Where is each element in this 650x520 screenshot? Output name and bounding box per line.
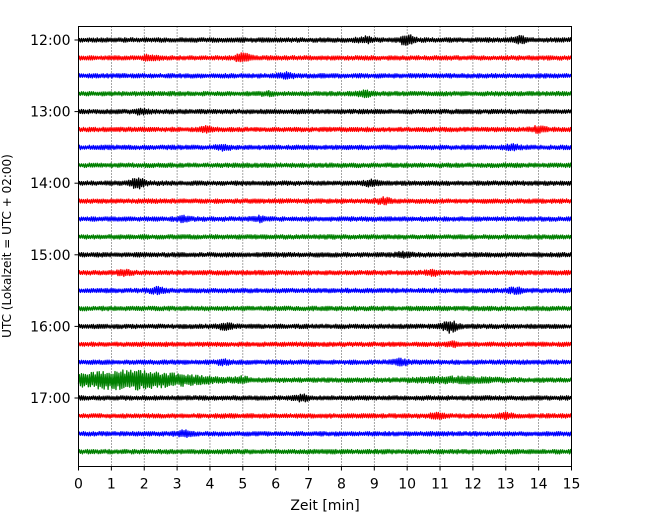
- trace-1700: [77, 393, 573, 403]
- y-tick-label: 13:00: [30, 105, 70, 121]
- trace-1330: [77, 143, 573, 152]
- trace-1300: [77, 107, 573, 116]
- trace-1530: [77, 285, 573, 296]
- trace-1345: [77, 162, 573, 169]
- x-tick-label: 10: [398, 477, 416, 493]
- x-tick-label: 6: [271, 477, 280, 493]
- x-tick-label: 12: [464, 477, 482, 493]
- trace-1400: [77, 177, 573, 190]
- y-tick-label: 16:00: [30, 319, 70, 335]
- x-tick-label: 15: [563, 477, 581, 493]
- x-tick-label: 13: [497, 477, 515, 493]
- trace-1600: [77, 320, 573, 334]
- trace-1200: [77, 34, 573, 46]
- x-tick-label: 9: [370, 477, 379, 493]
- x-tick-label: 11: [431, 477, 449, 493]
- x-tick-label: 1: [107, 477, 116, 493]
- trace-layer: [77, 34, 573, 455]
- x-tick-label: 3: [173, 477, 182, 493]
- y-axis-label: UTC (Lokalzeit = UTC + 02:00): [0, 154, 14, 338]
- trace-1230: [77, 71, 573, 80]
- x-tick-label: 5: [238, 477, 247, 493]
- trace-1315: [77, 124, 573, 135]
- trace-1745: [77, 448, 573, 455]
- trace-1445: [77, 234, 573, 240]
- x-axis-label: Zeit [min]: [290, 498, 359, 514]
- trace-1545: [77, 305, 573, 312]
- x-tick-label: 0: [74, 477, 83, 493]
- y-axis-ticks: 12:00 13:00 14:00 15:00 16:00 17:00: [30, 33, 79, 407]
- x-tick-label: 4: [206, 477, 215, 493]
- y-tick-label: 17:00: [30, 391, 70, 407]
- plot-frame: [78, 26, 572, 467]
- x-tick-label: 14: [530, 477, 548, 493]
- trace-1630: [77, 357, 573, 367]
- trace-1515: [77, 268, 573, 278]
- trace-1615: [77, 340, 573, 349]
- y-tick-label: 14:00: [30, 176, 70, 192]
- grid-layer: [111, 26, 539, 467]
- x-tick-label: 8: [337, 477, 346, 493]
- x-tick-label: 2: [140, 477, 149, 493]
- y-tick-label: 12:00: [30, 33, 70, 49]
- trace-1730: [77, 429, 573, 439]
- trace-1245: [77, 89, 573, 99]
- trace-1500: [77, 250, 573, 259]
- trace-1715: [77, 411, 573, 421]
- trace-1215: [77, 52, 573, 63]
- trace-1645: [77, 369, 573, 391]
- x-axis-ticks: 0 1 2 3 4 5 6 7 8 9 10 11 12 13 14 15: [74, 466, 581, 493]
- trace-1430: [77, 214, 573, 224]
- y-tick-label: 15:00: [30, 248, 70, 264]
- x-tick-label: 7: [304, 477, 313, 493]
- trace-1415: [77, 196, 573, 206]
